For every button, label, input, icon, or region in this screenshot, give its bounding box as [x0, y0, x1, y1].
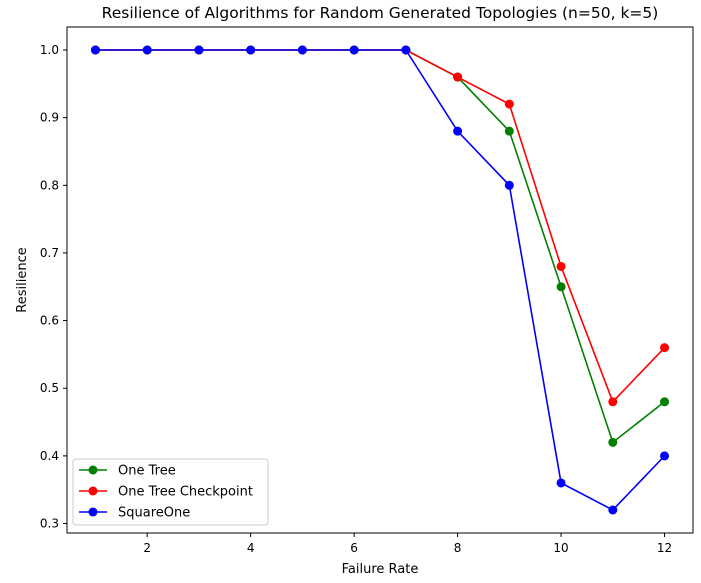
chart-title: Resilience of Algorithms for Random Gene…: [102, 4, 659, 22]
x-axis: 2 4 6 8 10 12: [143, 533, 672, 555]
data-point-one-tree: [557, 282, 566, 291]
y-tick-label: 0.8: [40, 178, 59, 192]
legend-swatch-marker-squareone: [89, 508, 98, 517]
data-point-squareone: [298, 46, 307, 55]
y-tick-label: 0.3: [40, 517, 59, 531]
series-layer: [91, 46, 669, 515]
x-tick-label: 4: [247, 541, 255, 555]
legend-swatch-marker-one-tree-checkpoint: [89, 487, 98, 496]
x-tick-label: 6: [350, 541, 358, 555]
data-point-one-tree-checkpoint: [505, 100, 514, 109]
data-point-squareone: [453, 127, 462, 136]
y-tick-label: 0.7: [40, 246, 59, 260]
y-axis: 0.3 0.4 0.5 0.6 0.7 0.8 0.9 1.0: [40, 43, 67, 531]
data-point-squareone: [194, 46, 203, 55]
data-point-squareone: [143, 46, 152, 55]
data-point-squareone: [91, 46, 100, 55]
data-point-one-tree: [660, 397, 669, 406]
legend-swatch-marker-one-tree: [89, 466, 98, 475]
legend: One Tree One Tree Checkpoint SquareOne: [73, 459, 268, 525]
data-point-squareone: [557, 478, 566, 487]
y-tick-label: 1.0: [40, 43, 59, 57]
y-tick-label: 0.4: [40, 449, 59, 463]
data-point-squareone: [505, 181, 514, 190]
x-tick-label: 10: [553, 541, 568, 555]
data-point-squareone: [246, 46, 255, 55]
legend-label-one-tree-checkpoint: One Tree Checkpoint: [118, 485, 253, 500]
legend-label-squareone: SquareOne: [118, 506, 190, 521]
x-tick-label: 12: [657, 541, 672, 555]
data-point-one-tree-checkpoint: [660, 343, 669, 352]
y-axis-label: Resilience: [15, 247, 30, 312]
data-point-squareone: [401, 46, 410, 55]
data-point-squareone: [660, 451, 669, 460]
series-line-squareone: [95, 50, 664, 510]
y-tick-label: 0.6: [40, 314, 59, 328]
plot-area-frame: [67, 27, 693, 533]
x-axis-label: Failure Rate: [342, 562, 419, 577]
x-tick-label: 8: [454, 541, 462, 555]
series-line-one-tree-checkpoint: [95, 50, 664, 402]
data-point-squareone: [350, 46, 359, 55]
series-line-one-tree: [95, 50, 664, 442]
data-point-one-tree: [608, 438, 617, 447]
legend-label-one-tree: One Tree: [118, 464, 176, 479]
data-point-one-tree: [505, 127, 514, 136]
data-point-squareone: [608, 506, 617, 515]
x-tick-label: 2: [143, 541, 151, 555]
data-point-one-tree-checkpoint: [557, 262, 566, 271]
data-point-one-tree-checkpoint: [453, 73, 462, 82]
y-tick-label: 0.9: [40, 111, 59, 125]
data-point-one-tree-checkpoint: [608, 397, 617, 406]
y-tick-label: 0.5: [40, 381, 59, 395]
